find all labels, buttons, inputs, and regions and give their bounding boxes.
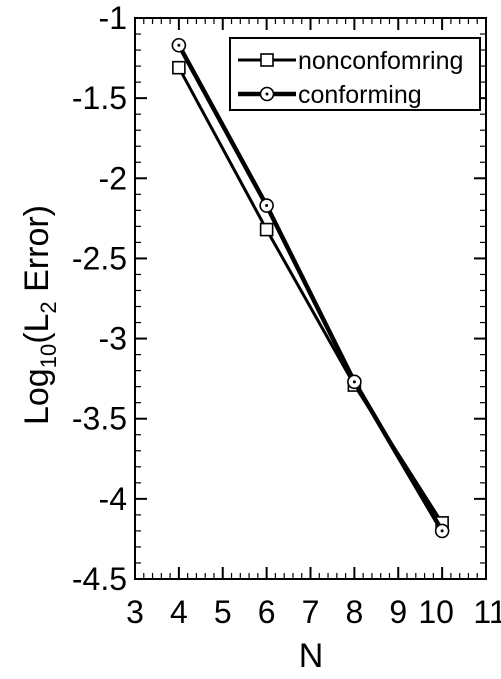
legend-marker	[260, 53, 274, 67]
y-label-prefix: Log	[18, 368, 56, 425]
x-tick-label: 9	[389, 594, 407, 630]
x-tick-label: 7	[302, 594, 320, 630]
x-tick-label: 5	[214, 594, 232, 630]
legend: nonconfomring conforming	[229, 37, 481, 111]
legend-box	[229, 37, 481, 111]
y-label-norm-subscript: 2	[36, 301, 61, 313]
y-tick-label: -2	[99, 160, 127, 196]
data-point	[259, 222, 274, 237]
y-tick-label: -4	[99, 481, 127, 517]
y-tick-label: -3.5	[72, 401, 127, 437]
y-label-open: (L	[18, 314, 56, 344]
legend-marker-dot	[265, 92, 269, 96]
y-label-rest: Error)	[18, 205, 56, 301]
data-point	[172, 60, 186, 75]
x-tick-label: 10	[418, 594, 454, 630]
x-tick-label: 8	[345, 594, 363, 630]
y-label-base-subscript: 10	[36, 344, 61, 368]
y-tick-label: -4.5	[72, 561, 127, 597]
series-conforming	[171, 37, 450, 539]
legend-label: nonconfomring	[298, 47, 463, 75]
data-point-dot	[265, 204, 269, 208]
legend-label: conforming	[298, 81, 422, 109]
x-tick-label: 11	[473, 594, 501, 630]
y-tick-label: -1.5	[72, 80, 127, 116]
series-layer	[171, 37, 450, 539]
y-axis-label: Log10(L2 Error)	[18, 205, 61, 425]
data-point-dot	[177, 43, 181, 47]
data-point-dot	[440, 529, 444, 533]
x-axis-label: N	[299, 637, 324, 675]
y-tick-label: -1	[99, 0, 127, 36]
y-tick-label: -3	[99, 321, 127, 357]
x-tick-label: 3	[126, 594, 144, 630]
plot-axes: 3 4 5 6 7 8 9 10 11 -1 -1.5 -2 -2.5 -3 -3.5 -4 -4.5	[72, 0, 501, 630]
data-point-dot	[352, 380, 356, 384]
x-tick-label: 4	[170, 594, 188, 630]
x-tick-label: 6	[258, 594, 276, 630]
y-tick-label: -2.5	[72, 240, 127, 276]
series-line	[176, 44, 445, 533]
